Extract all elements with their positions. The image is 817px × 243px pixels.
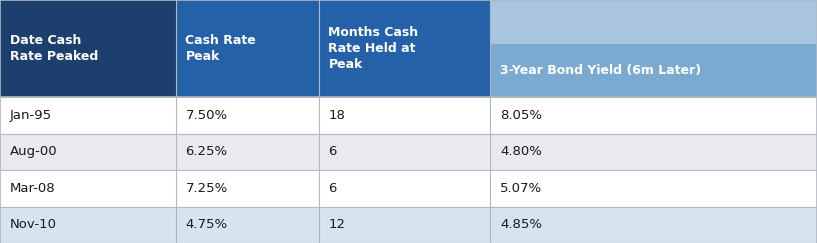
Bar bbox=[490, 0, 817, 44]
Text: Jan-95: Jan-95 bbox=[10, 109, 52, 122]
Bar bbox=[490, 97, 817, 134]
Bar bbox=[0, 134, 176, 170]
Bar bbox=[176, 134, 319, 170]
Bar bbox=[176, 207, 319, 243]
Bar bbox=[319, 97, 490, 134]
Text: 6: 6 bbox=[328, 182, 337, 195]
Bar bbox=[0, 0, 176, 97]
Bar bbox=[0, 207, 176, 243]
Text: 5.07%: 5.07% bbox=[500, 182, 542, 195]
Bar bbox=[319, 134, 490, 170]
Bar bbox=[490, 134, 817, 170]
Bar bbox=[176, 97, 319, 134]
Text: 4.75%: 4.75% bbox=[185, 218, 228, 231]
Text: 18: 18 bbox=[328, 109, 346, 122]
Bar bbox=[176, 0, 319, 97]
Bar bbox=[319, 170, 490, 207]
Bar bbox=[319, 0, 490, 97]
Text: 7.25%: 7.25% bbox=[185, 182, 228, 195]
Bar bbox=[490, 170, 817, 207]
Bar bbox=[490, 207, 817, 243]
Text: 6.25%: 6.25% bbox=[185, 145, 228, 158]
Bar bbox=[319, 207, 490, 243]
Text: 3-Year Bond Yield (6m Later): 3-Year Bond Yield (6m Later) bbox=[500, 64, 701, 77]
Text: 8.05%: 8.05% bbox=[500, 109, 542, 122]
Text: 6: 6 bbox=[328, 145, 337, 158]
Text: 4.80%: 4.80% bbox=[500, 145, 542, 158]
Text: Cash Rate
Peak: Cash Rate Peak bbox=[185, 34, 257, 63]
Text: Months Cash
Rate Held at
Peak: Months Cash Rate Held at Peak bbox=[328, 26, 418, 71]
Text: 4.85%: 4.85% bbox=[500, 218, 542, 231]
Bar bbox=[0, 97, 176, 134]
Bar bbox=[0, 170, 176, 207]
Bar bbox=[490, 44, 817, 97]
Text: Nov-10: Nov-10 bbox=[10, 218, 57, 231]
Text: Date Cash
Rate Peaked: Date Cash Rate Peaked bbox=[10, 34, 98, 63]
Text: Aug-00: Aug-00 bbox=[10, 145, 57, 158]
Bar bbox=[176, 170, 319, 207]
Text: Mar-08: Mar-08 bbox=[10, 182, 56, 195]
Text: 12: 12 bbox=[328, 218, 346, 231]
Text: 7.50%: 7.50% bbox=[185, 109, 228, 122]
